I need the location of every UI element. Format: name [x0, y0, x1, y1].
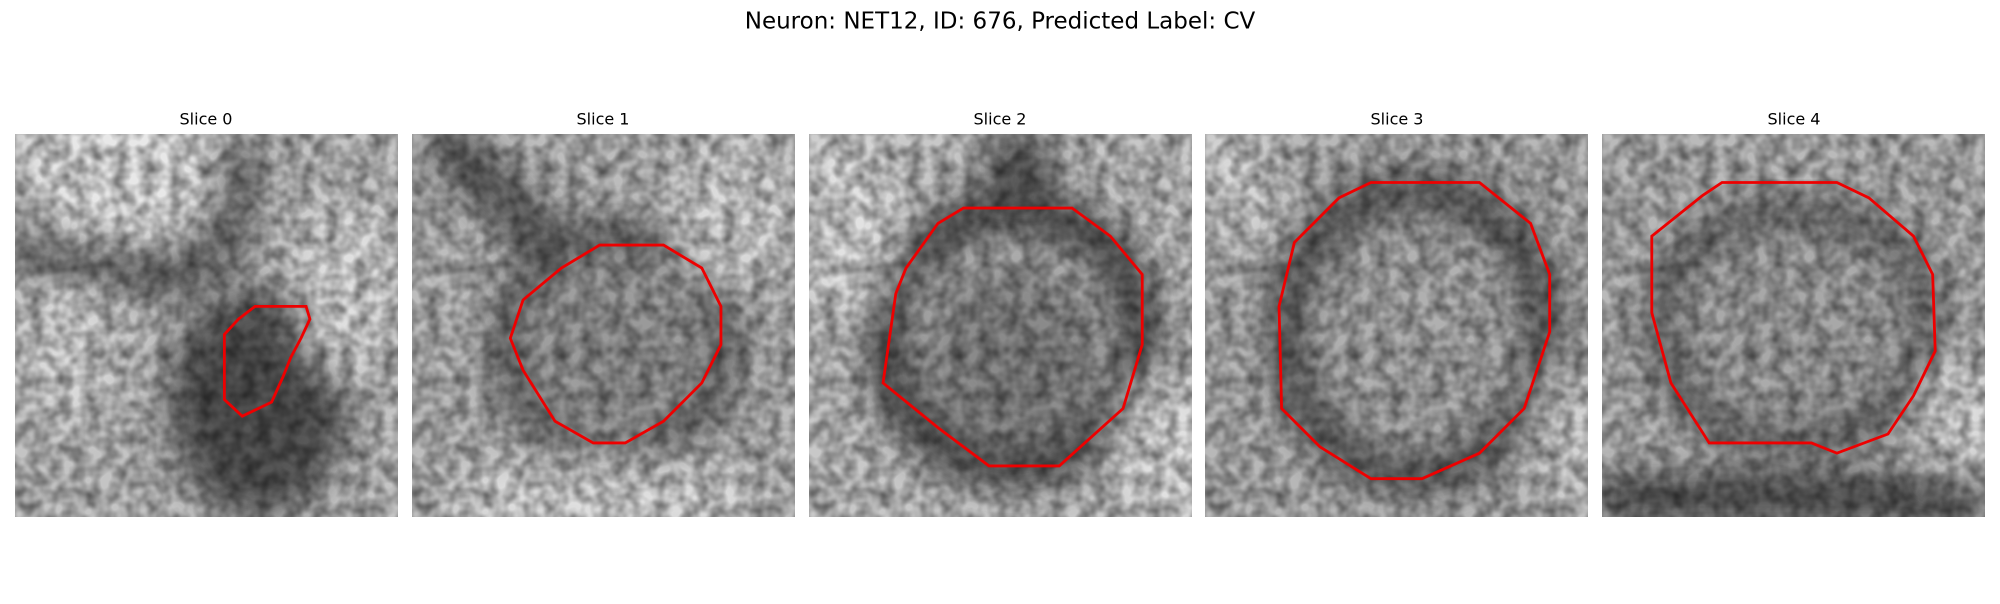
image — [15, 134, 398, 517]
panel: Slice 4 — [1602, 110, 1985, 517]
figure-title: Neuron: NET12, ID: 676, Predicted Label:… — [745, 9, 1256, 35]
panel-title: Slice 2 — [974, 110, 1027, 129]
panel-title: Slice 4 — [1768, 110, 1821, 129]
panel-title: Slice 1 — [577, 110, 630, 129]
panel: Slice 2 — [809, 110, 1192, 517]
panel: Slice 3 — [1205, 110, 1588, 517]
image — [809, 134, 1192, 517]
panel-title: Slice 0 — [180, 110, 233, 129]
panel-title: Slice 3 — [1371, 110, 1424, 129]
panel: Slice 1 — [412, 110, 795, 517]
panel: Slice 0 — [15, 110, 398, 517]
image — [412, 134, 795, 517]
image — [1205, 134, 1588, 517]
image — [1602, 134, 1985, 517]
